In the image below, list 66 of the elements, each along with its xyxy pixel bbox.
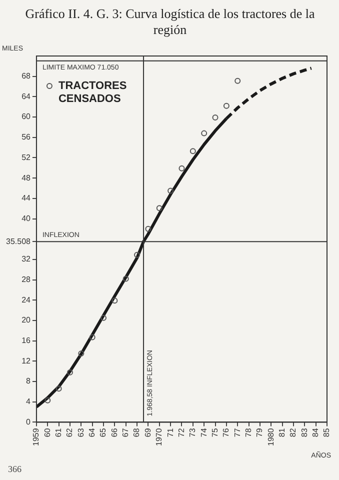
x-tick-label: 1959 [32,428,41,446]
point [100,314,107,321]
x-tick-label: 77 [232,428,242,438]
y-tick-label: 52 [22,152,32,162]
point [234,78,241,84]
legend-label: TRACTORES CENSADOS [58,80,127,106]
point [66,369,73,376]
point [201,130,208,136]
x-tick-label: 71 [166,428,175,438]
y-tick-label: 64 [22,92,32,101]
x-tick-label: 83 [300,428,309,438]
x-tick-label: 67 [121,428,130,438]
x-tick-label: 1980 [266,428,276,446]
point [112,298,118,304]
x-tick-label: 64 [88,428,97,438]
y-tick-label: 56 [22,132,32,142]
x-tick-label: 76 [222,428,231,438]
point [156,205,162,212]
x-tick-label: 79 [255,428,264,438]
y-tick-label: 12 [22,356,32,366]
x-tick-label: 74 [199,428,208,438]
point [190,148,196,154]
y-tick-label: 8 [26,376,32,386]
x-tick-label: 75 [210,428,220,438]
x-tick-label: 85 [322,428,332,438]
y-tick-label: 4 [26,397,32,406]
x-tick-label: 78 [244,428,253,438]
point [168,188,174,194]
y-tick-label: 68 [22,72,32,81]
x-tick-label: 1970 [154,428,164,446]
x-tick-label: 69 [143,428,152,438]
x-tick-label: 61 [54,428,64,438]
y-tick-label: 44 [22,194,32,203]
chart-title: Gráfico II. 4. G. 3: Curva logística de los tractores de la región [24,6,316,38]
y-tick-label: 28 [22,274,32,284]
y-tick-label: 48 [22,173,32,182]
point [145,226,152,232]
x-tick-label: 84 [311,428,320,438]
point [223,102,230,109]
x-tick-label: 66 [110,428,119,438]
y-tick-label: 35.508 [6,236,32,246]
x-tick-label: 82 [288,428,298,438]
x-tick-label: 65 [98,428,108,438]
x-tick-label: 72 [176,428,186,438]
x-tick-label: 60 [42,428,52,438]
point [212,114,218,121]
point [134,252,140,258]
y-tick-label: 40 [22,214,32,223]
y-tick-label: 20 [22,316,32,325]
x-tick-label: 68 [132,428,142,438]
y-tick-label: 60 [22,112,32,122]
y-tick-label: 16 [22,336,32,346]
x-tick-label: 62 [65,428,74,438]
point [56,386,62,392]
y-tick-label: 24 [22,295,32,304]
point [44,397,51,404]
x-tick-label: 73 [188,428,198,438]
x-tick-label: 81 [278,428,287,438]
point [78,350,84,357]
point [122,276,129,282]
point [89,334,96,340]
x-tick-label: 63 [76,428,86,438]
y-tick-label: 0 [26,417,32,426]
point [178,165,185,172]
y-tick-label: 32 [22,254,32,264]
text: 366 [8,464,22,474]
